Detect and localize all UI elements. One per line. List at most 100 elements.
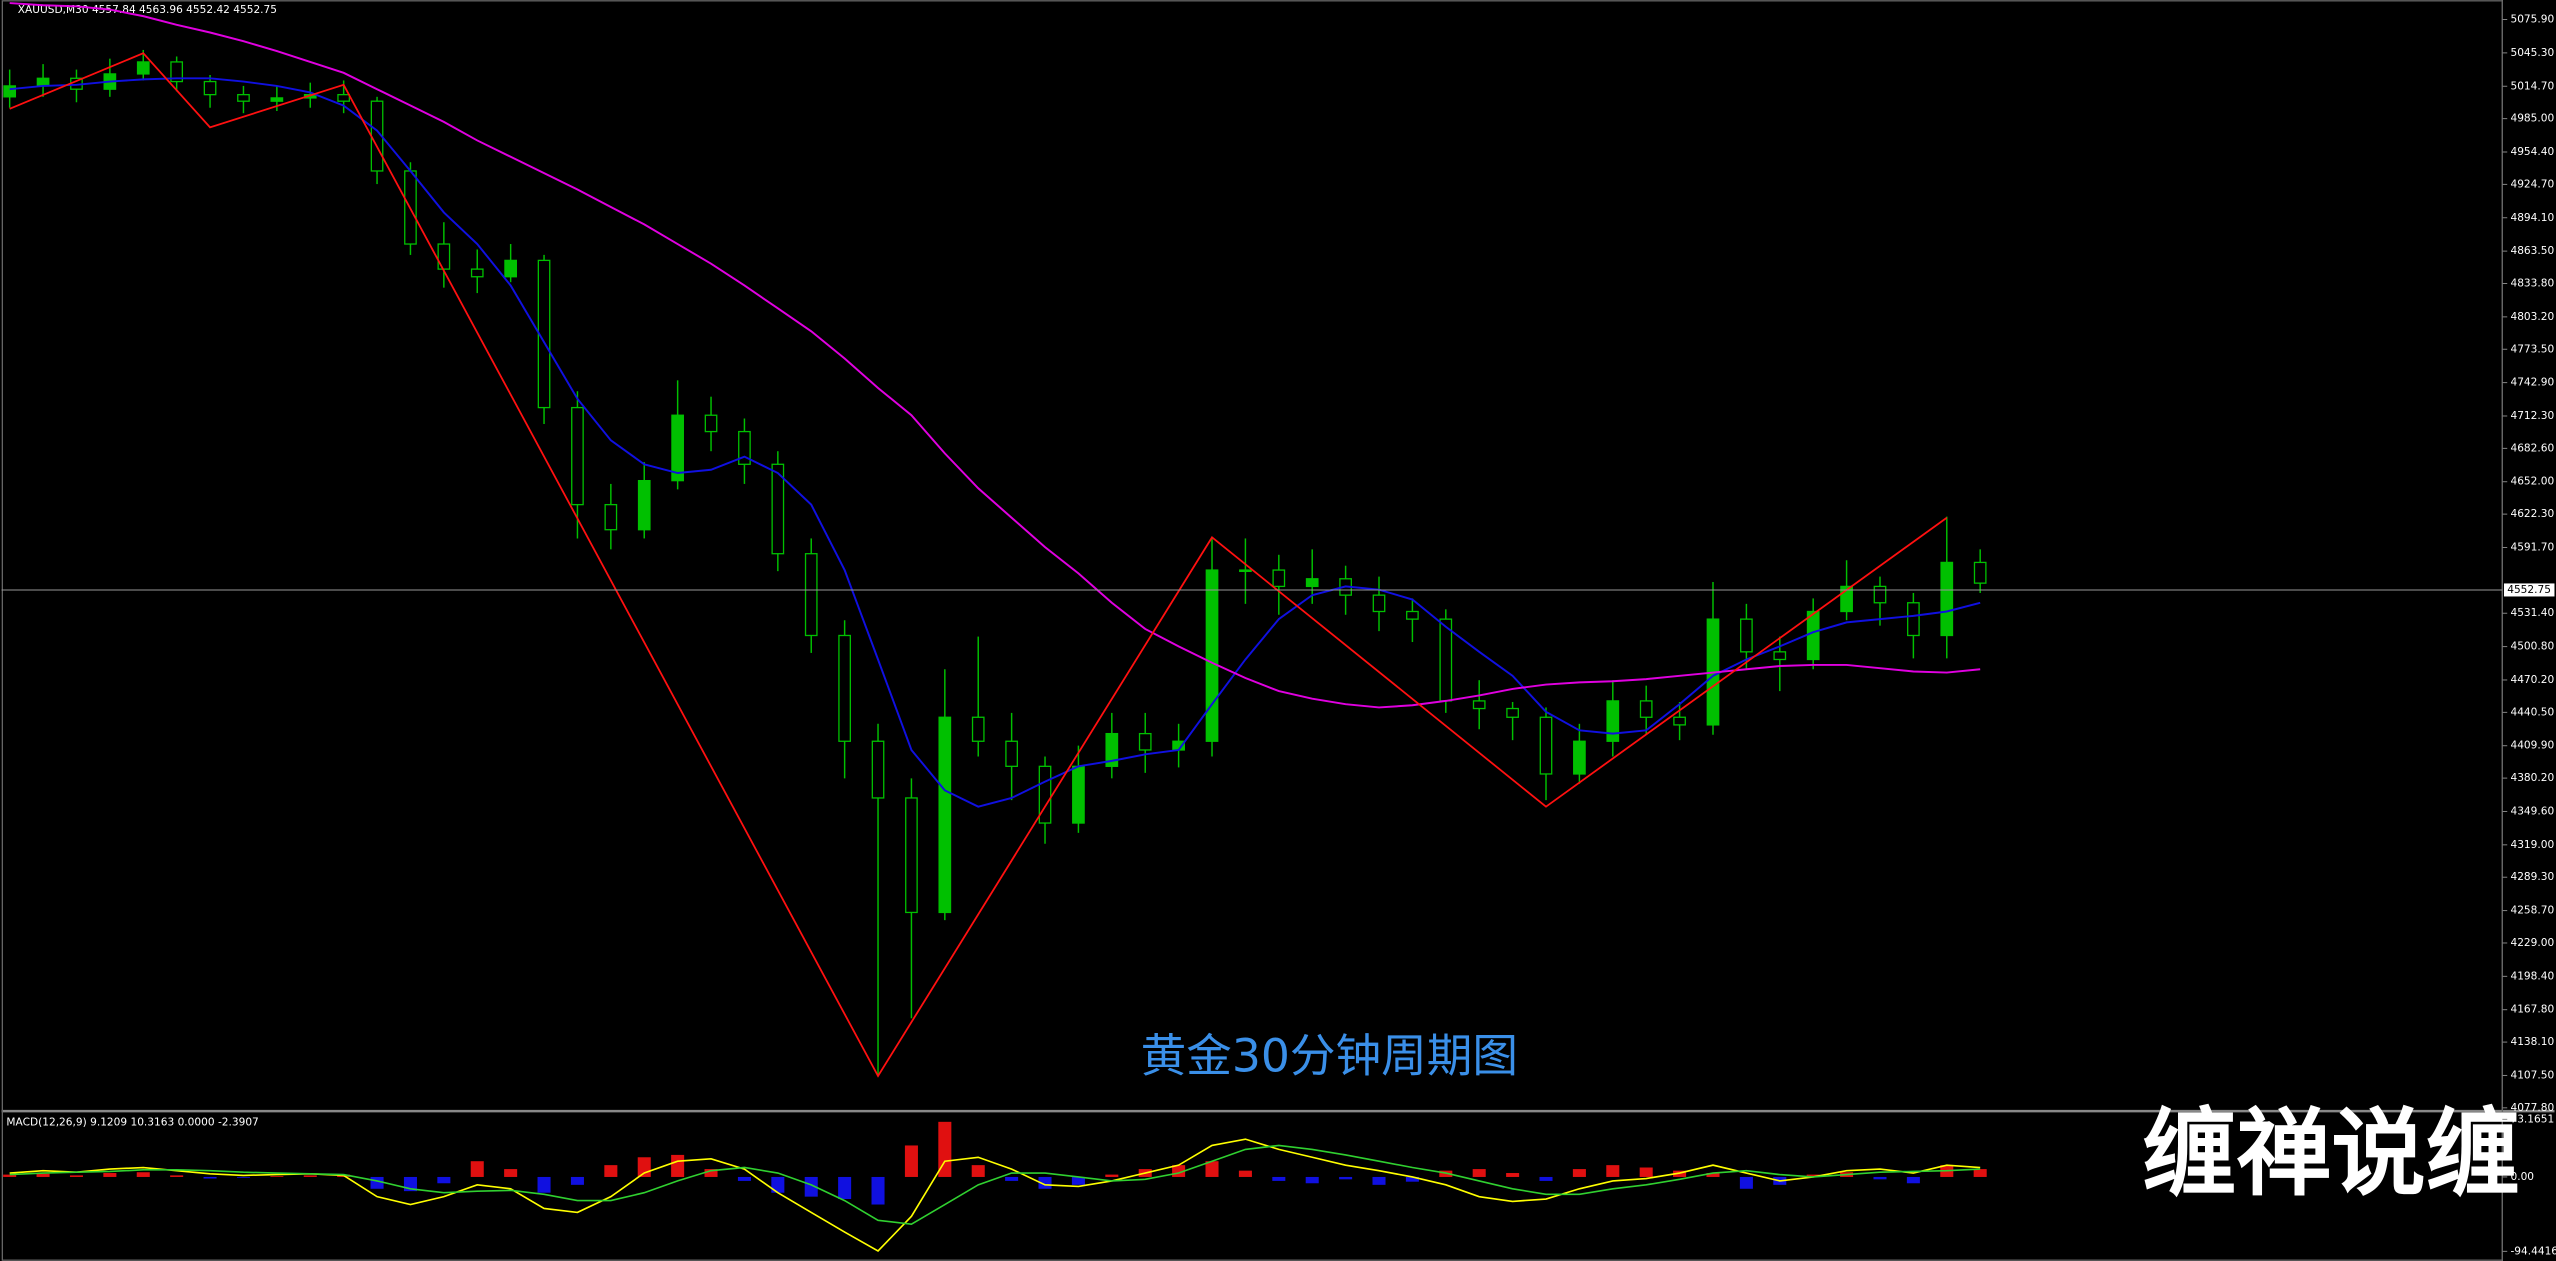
macd-histogram-bar — [838, 1176, 852, 1200]
y-tick-label: 4894.10 — [2510, 212, 2554, 224]
candle-body — [838, 634, 851, 742]
candle-body — [1005, 740, 1018, 767]
y-tick-label: 4773.50 — [2510, 343, 2554, 355]
macd-histogram-bar — [971, 1165, 985, 1177]
candle-body — [1740, 618, 1753, 653]
candle-body — [905, 797, 918, 914]
y-tick-label: 4107.50 — [2510, 1069, 2554, 1081]
candle-body — [1606, 700, 1620, 742]
candle-body — [804, 553, 818, 637]
candle-body — [36, 77, 50, 87]
macd-histogram-bar — [570, 1176, 584, 1185]
moving-average — [9, 2, 1981, 709]
candle-body — [170, 61, 184, 83]
candle-body — [1673, 716, 1686, 726]
candle-body — [1072, 765, 1085, 824]
y-tick-label: 4591.70 — [2510, 541, 2554, 553]
chart-annotation: 黄金30分钟周期图 — [1141, 1029, 1518, 1082]
current-price-label: 4552.75 — [2507, 584, 2551, 596]
macd-histogram-bar — [737, 1176, 751, 1181]
candle-body — [337, 93, 351, 102]
macd-label: MACD(12,26,9) 9.1209 10.3163 0.0000 -2.3… — [6, 1117, 258, 1129]
candle-body — [1506, 707, 1519, 718]
candle-body — [571, 406, 584, 506]
current-price-box — [2503, 583, 2555, 597]
macd-y-tick-label: 0.00 — [2510, 1171, 2534, 1183]
y-tick-label: 4258.70 — [2510, 905, 2554, 917]
candle-body — [1105, 732, 1119, 767]
macd-histogram-bar — [1405, 1176, 1419, 1182]
macd-histogram-bar — [771, 1176, 785, 1193]
candle-body — [1406, 610, 1419, 620]
macd-histogram-bar — [1572, 1169, 1586, 1177]
candle-body — [470, 268, 484, 278]
candle-body — [3, 85, 17, 98]
candle-body — [136, 61, 150, 75]
candle-body — [938, 716, 952, 914]
macd-histogram-bar — [1272, 1176, 1286, 1181]
y-tick-label: 5075.90 — [2510, 14, 2554, 26]
macd-histogram-bar — [604, 1165, 618, 1177]
moving-average — [9, 77, 1981, 808]
macd-histogram-bar — [804, 1176, 818, 1197]
candle-body — [1940, 561, 1954, 637]
candle-body — [237, 93, 250, 102]
macd-histogram-bar — [1706, 1173, 1720, 1177]
candle-body — [738, 430, 751, 465]
macd-histogram-bar — [904, 1145, 918, 1177]
macd-histogram-bar — [1071, 1176, 1085, 1185]
macd-histogram-bar — [103, 1173, 117, 1177]
macd-histogram-bar — [170, 1175, 184, 1177]
macd-histogram-bar — [1873, 1176, 1887, 1180]
y-tick-label: 4470.20 — [2510, 674, 2554, 686]
candle-body — [1138, 732, 1152, 751]
candle-body — [1305, 578, 1319, 588]
y-tick-label: 4077.80 — [2510, 1102, 2554, 1114]
candle-body — [1639, 700, 1653, 718]
candle-body — [203, 80, 217, 96]
candle-body — [871, 740, 885, 799]
y-tick-label: 4138.10 — [2510, 1036, 2554, 1048]
candle-body — [504, 259, 518, 278]
y-tick-label: 4500.80 — [2510, 641, 2554, 653]
macd-histogram-bar — [938, 1121, 952, 1177]
candle-body — [1472, 700, 1486, 710]
macd-histogram-bar — [1105, 1174, 1119, 1177]
macd-histogram-bar — [1739, 1176, 1753, 1189]
y-tick-label: 4349.60 — [2510, 805, 2554, 817]
candle-body — [1205, 569, 1219, 742]
candle-body — [637, 479, 651, 531]
y-tick-label: 4229.00 — [2510, 937, 2554, 949]
candle-body — [671, 414, 684, 482]
macd-histogram-bar — [1038, 1176, 1052, 1189]
macd-histogram-bar — [1205, 1161, 1219, 1177]
macd-histogram-bar — [36, 1173, 50, 1177]
macd-histogram-bar — [437, 1176, 451, 1184]
macd-histogram-bar — [470, 1161, 484, 1177]
macd-histogram-bar — [1539, 1176, 1553, 1181]
macd-histogram-bar — [1806, 1174, 1820, 1177]
candle-body — [771, 463, 785, 555]
y-tick-label: 4198.40 — [2510, 970, 2554, 982]
y-tick-label: 4380.20 — [2510, 772, 2554, 784]
y-tick-label: 4742.90 — [2510, 377, 2554, 389]
macd-histogram-bar — [69, 1175, 83, 1177]
macd-histogram-bar — [871, 1176, 885, 1205]
candle-body — [971, 716, 985, 742]
candle-body — [1272, 569, 1286, 588]
macd-histogram-bar — [3, 1174, 17, 1177]
y-tick-label: 4440.50 — [2510, 706, 2554, 718]
candle-body — [437, 243, 451, 270]
macd-histogram-bar — [1339, 1176, 1353, 1180]
candle-body — [1973, 561, 1987, 584]
macd-histogram-bar — [236, 1176, 250, 1178]
watermark: 缠禅说缠 — [2142, 1099, 2520, 1209]
y-tick-label: 4622.30 — [2510, 508, 2554, 520]
candle-body — [704, 414, 718, 433]
candle-body — [1840, 585, 1853, 613]
macd-histogram-bar — [1506, 1173, 1520, 1177]
macd-histogram-bar — [303, 1175, 317, 1177]
y-tick-label: 4924.70 — [2510, 178, 2554, 190]
